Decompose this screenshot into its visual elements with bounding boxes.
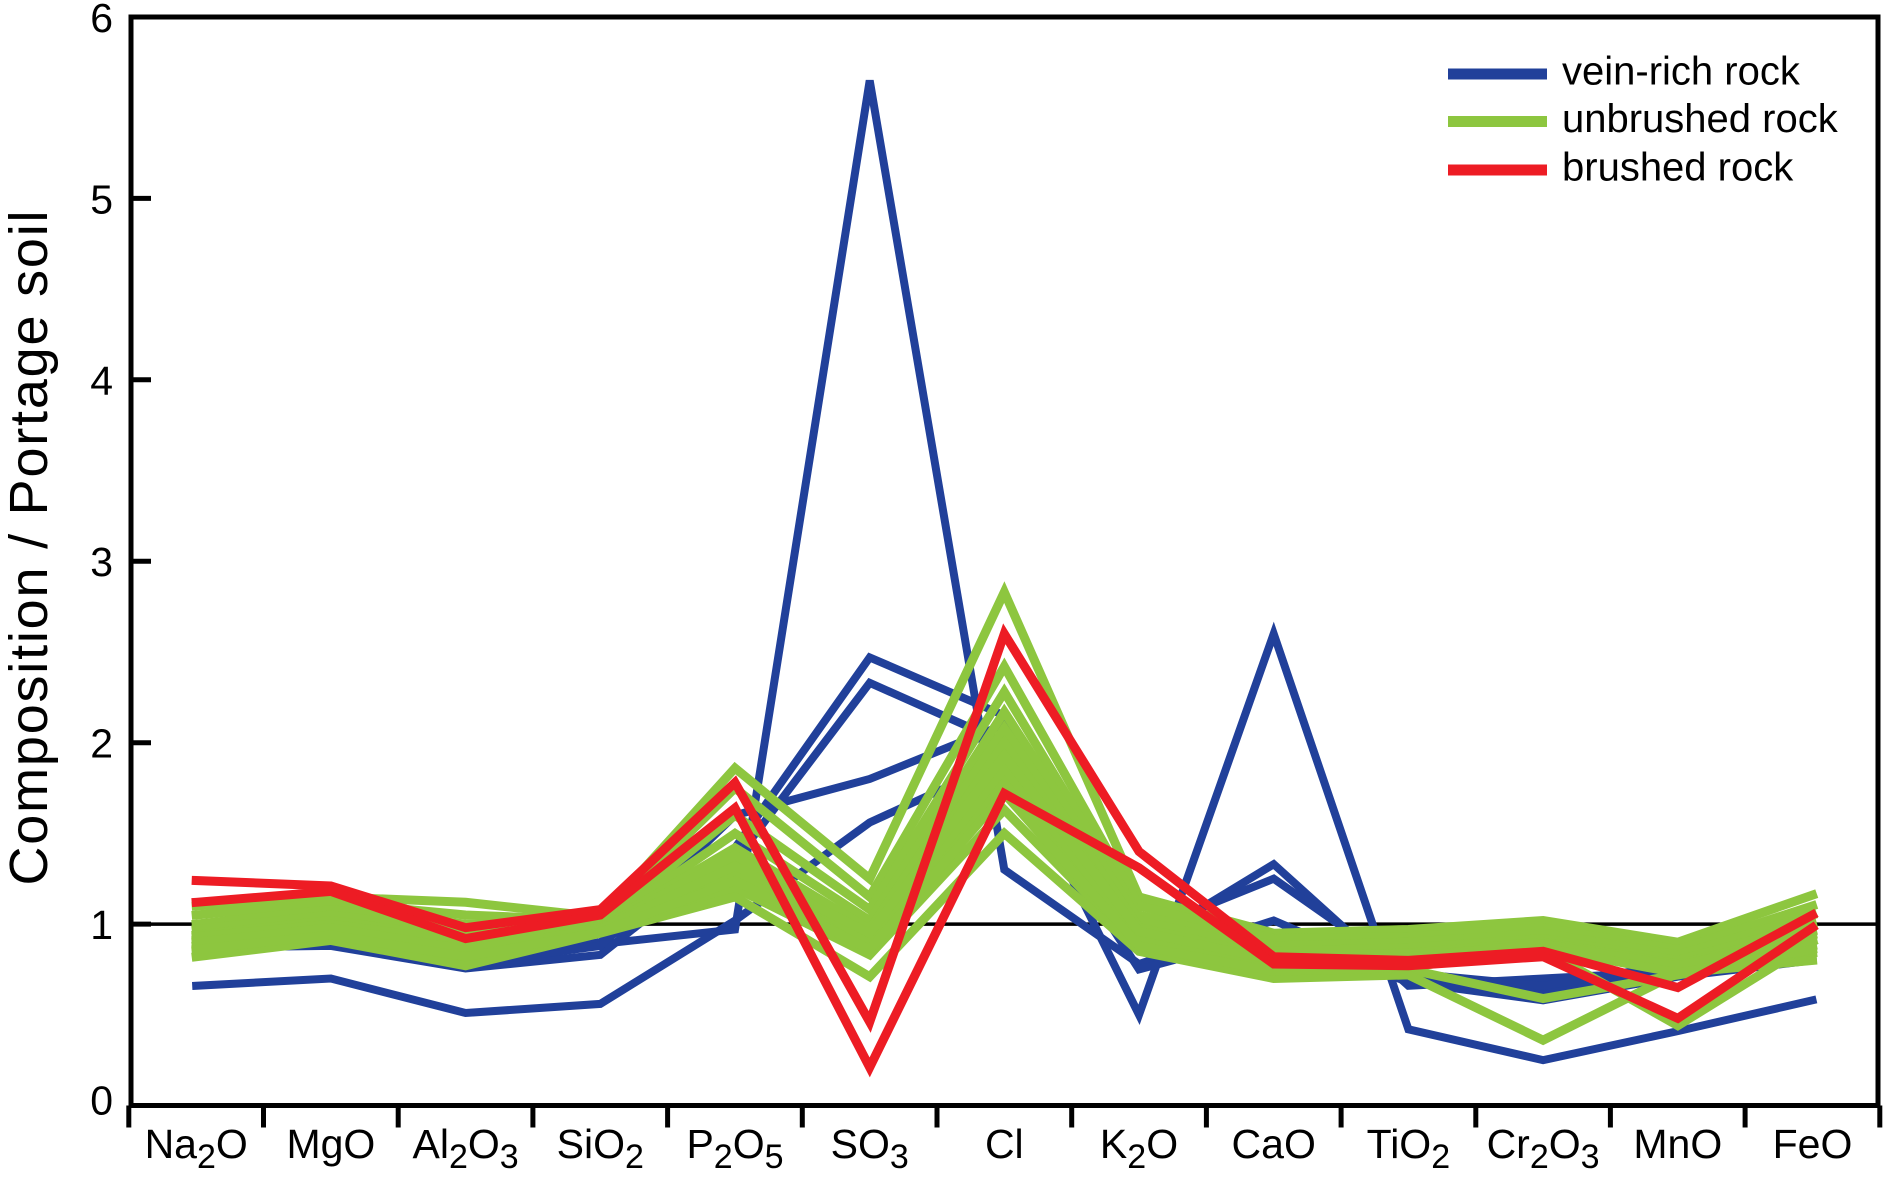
svg-text:SO3​: SO3​ — [831, 1121, 909, 1176]
svg-text:Cr2​O3​: Cr2​O3​ — [1487, 1121, 1600, 1176]
svg-text:Composition / Portage soil: Composition / Portage soil — [0, 211, 59, 886]
svg-text:0: 0 — [90, 1078, 113, 1124]
svg-text:brushed rock: brushed rock — [1562, 146, 1794, 190]
svg-text:6: 6 — [90, 0, 113, 41]
svg-text:unbrushed rock: unbrushed rock — [1562, 97, 1839, 141]
svg-text:MgO: MgO — [286, 1121, 375, 1167]
svg-text:TiO2​: TiO2​ — [1367, 1121, 1450, 1176]
svg-text:5: 5 — [90, 176, 113, 222]
svg-text:Cl: Cl — [985, 1121, 1024, 1167]
svg-text:FeO: FeO — [1773, 1121, 1853, 1167]
svg-text:Na2​O: Na2​O — [145, 1121, 248, 1176]
svg-text:1: 1 — [90, 902, 113, 948]
svg-text:CaO: CaO — [1232, 1121, 1316, 1167]
svg-text:4: 4 — [90, 358, 113, 404]
svg-text:vein-rich rock: vein-rich rock — [1562, 50, 1801, 94]
svg-text:2: 2 — [90, 721, 113, 767]
svg-text:MnO: MnO — [1633, 1121, 1722, 1167]
svg-text:3: 3 — [90, 539, 113, 585]
